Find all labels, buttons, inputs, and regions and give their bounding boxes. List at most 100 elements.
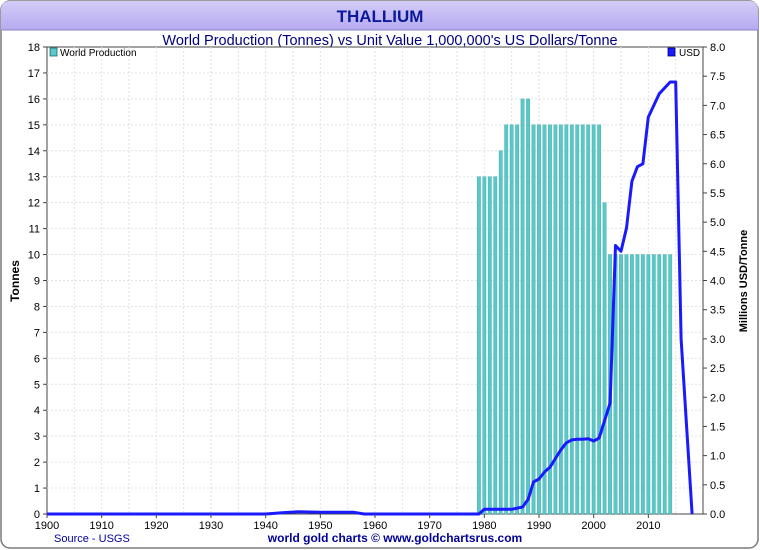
production-bar bbox=[553, 124, 558, 515]
y-tick-label: 12 bbox=[28, 198, 40, 210]
y-tick-label: 3 bbox=[34, 431, 40, 443]
production-bar bbox=[498, 150, 503, 515]
x-tick-label: 1900 bbox=[35, 520, 59, 532]
production-bar bbox=[482, 176, 487, 515]
production-bar bbox=[542, 124, 547, 515]
production-bar bbox=[569, 124, 574, 515]
x-tick-label: 1990 bbox=[527, 520, 551, 532]
production-bar bbox=[597, 124, 602, 515]
right-axis-ticks: 0.0 0.5 1.0 1.5 2.0 2.5 3.0 3.5 4.0 4.5 5.0 5.5 6.0 6… bbox=[703, 42, 725, 521]
legend-usd: USD bbox=[667, 47, 700, 59]
y-tick-label: 16 bbox=[28, 94, 40, 106]
production-bar bbox=[575, 124, 580, 515]
legend-usd-swatch bbox=[667, 47, 676, 57]
production-bar bbox=[668, 254, 673, 515]
y2-tick-label: 1.5 bbox=[710, 421, 725, 433]
production-bar bbox=[586, 124, 591, 515]
y2-tick-label: 0.5 bbox=[710, 480, 725, 492]
x-axis-ticks: 1900 1910 1920 1930 1940 1950 1960 1970 1980 1990… bbox=[35, 514, 661, 532]
y2-axis-label: Millions USD/Tonne bbox=[738, 230, 750, 332]
legend-production-swatch bbox=[49, 47, 58, 57]
usd-line-group bbox=[47, 80, 694, 516]
y-axis-label: Tonnes bbox=[8, 260, 22, 302]
usd-line bbox=[47, 80, 694, 516]
y-tick-label: 5 bbox=[34, 379, 40, 391]
production-bar bbox=[602, 202, 607, 515]
y2-tick-label: 7.0 bbox=[710, 100, 725, 112]
y2-tick-label: 0.0 bbox=[710, 509, 725, 521]
production-bar bbox=[493, 176, 498, 515]
y2-tick-label: 7.5 bbox=[710, 71, 725, 83]
y2-tick-label: 2.5 bbox=[710, 363, 725, 375]
y-tick-label: 6 bbox=[34, 353, 40, 365]
y-tick-label: 15 bbox=[28, 120, 40, 132]
y2-tick-label: 4.5 bbox=[710, 246, 725, 258]
y-tick-label: 17 bbox=[28, 68, 40, 80]
production-bar bbox=[646, 254, 651, 515]
source-note: Source - USGS bbox=[54, 533, 130, 545]
y2-tick-label: 6.0 bbox=[710, 159, 725, 171]
y2-tick-label: 4.0 bbox=[710, 276, 725, 288]
x-tick-label: 1950 bbox=[308, 520, 332, 532]
production-bar bbox=[624, 254, 629, 515]
y-tick-label: 1 bbox=[34, 483, 40, 495]
y-tick-label: 7 bbox=[34, 327, 40, 339]
legend-production: World Production bbox=[49, 47, 137, 59]
title-banner bbox=[1, 1, 758, 30]
production-bar bbox=[630, 254, 634, 515]
x-tick-label: 1930 bbox=[199, 520, 223, 532]
x-tick-label: 2000 bbox=[581, 520, 605, 532]
production-bar bbox=[476, 176, 481, 515]
site-credit: world gold charts © www.goldchartsrus.co… bbox=[267, 531, 522, 545]
legend-production-label: World Production bbox=[60, 48, 137, 59]
x-tick-label: 1970 bbox=[417, 520, 441, 532]
y2-tick-label: 5.0 bbox=[710, 217, 725, 229]
production-bar bbox=[548, 124, 552, 515]
x-tick-label: 1940 bbox=[253, 520, 277, 532]
production-bar bbox=[619, 254, 623, 515]
production-bar bbox=[651, 254, 656, 515]
production-bar bbox=[515, 124, 520, 515]
production-bar bbox=[487, 176, 492, 515]
production-bar bbox=[657, 254, 662, 515]
y-tick-label: 2 bbox=[34, 457, 40, 469]
production-bar bbox=[591, 124, 596, 515]
y-tick-label: 8 bbox=[34, 301, 40, 313]
y2-tick-label: 5.5 bbox=[710, 188, 725, 200]
y2-tick-label: 3.0 bbox=[710, 334, 725, 346]
production-bar bbox=[537, 124, 541, 515]
y-tick-label: 4 bbox=[34, 405, 40, 417]
production-bar bbox=[564, 124, 569, 515]
x-tick-label: 1980 bbox=[472, 520, 496, 532]
production-bars bbox=[476, 98, 673, 515]
production-bar bbox=[509, 124, 514, 515]
legend-usd-label: USD bbox=[679, 48, 700, 59]
production-bar bbox=[520, 98, 525, 515]
y-tick-label: 11 bbox=[29, 224, 40, 236]
y2-tick-label: 2.0 bbox=[710, 392, 725, 404]
y2-tick-label: 8.0 bbox=[710, 42, 725, 54]
y-tick-label: 9 bbox=[34, 276, 40, 288]
production-bar bbox=[635, 254, 640, 515]
y-tick-label: 0 bbox=[34, 509, 40, 521]
y2-tick-label: 3.5 bbox=[710, 305, 725, 317]
chart-title: World Production (Tonnes) vs Unit Value … bbox=[162, 33, 617, 49]
production-bar bbox=[580, 124, 585, 515]
production-bar bbox=[531, 124, 536, 515]
header-title: THALLIUM bbox=[337, 7, 424, 26]
production-bar bbox=[640, 254, 645, 515]
production-bar bbox=[526, 98, 530, 515]
y-tick-label: 14 bbox=[28, 146, 40, 158]
y-tick-label: 10 bbox=[28, 250, 40, 262]
production-bar bbox=[558, 124, 563, 515]
production-bar bbox=[504, 124, 509, 515]
production-bar bbox=[662, 254, 667, 515]
y2-tick-label: 1.0 bbox=[710, 451, 725, 463]
x-tick-label: 2010 bbox=[636, 520, 660, 532]
y-tick-label: 18 bbox=[28, 42, 40, 54]
y-tick-label: 13 bbox=[28, 172, 40, 184]
y2-tick-label: 6.5 bbox=[710, 130, 725, 142]
